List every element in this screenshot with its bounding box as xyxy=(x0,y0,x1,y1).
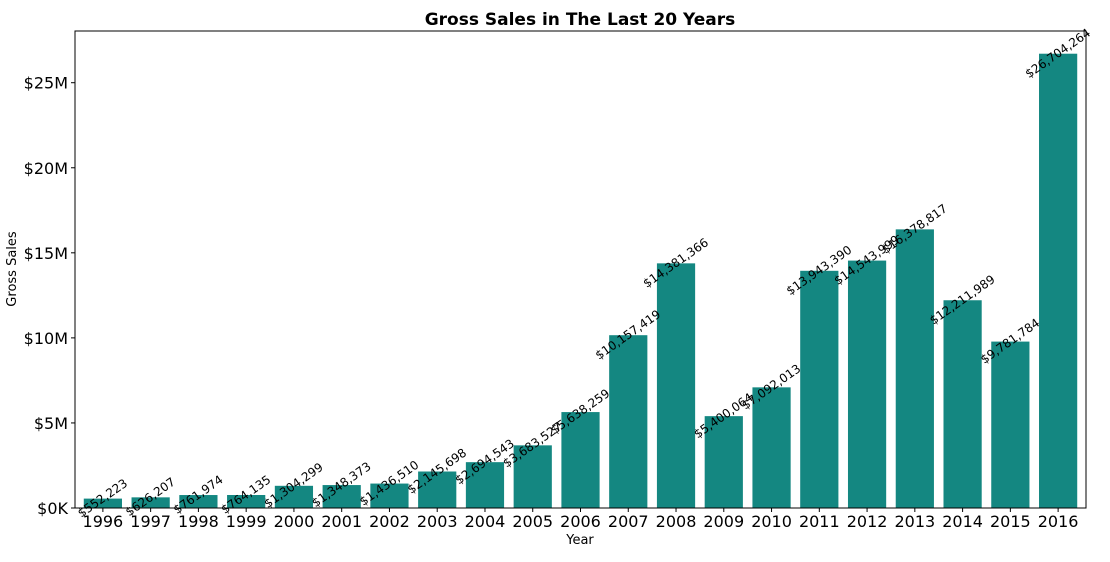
bar-1997 xyxy=(131,497,170,508)
x-tick-label-2008: 2008 xyxy=(656,512,697,531)
bar-1996 xyxy=(83,498,122,508)
x-tick-label-1997: 1997 xyxy=(130,512,171,531)
x-tick-label-2004: 2004 xyxy=(465,512,506,531)
x-tick-label-1999: 1999 xyxy=(226,512,267,531)
x-tick-label-2000: 2000 xyxy=(274,512,315,531)
x-tick-label-2005: 2005 xyxy=(512,512,553,531)
y-tick-label-2: $10M xyxy=(24,329,68,348)
bar-2000 xyxy=(274,485,314,508)
chart-title: Gross Sales in The Last 20 Years xyxy=(425,10,736,30)
bar-2007 xyxy=(609,335,648,508)
y-tick-label-5: $25M xyxy=(24,74,68,93)
x-tick-label-2001: 2001 xyxy=(321,512,362,531)
x-axis-label: Year xyxy=(565,533,594,548)
x-tick-label-2015: 2015 xyxy=(990,512,1031,531)
y-tick-label-1: $5M xyxy=(34,414,68,433)
x-tick-label-2012: 2012 xyxy=(847,512,888,531)
bar-2010 xyxy=(752,387,791,508)
bar-2008 xyxy=(656,263,696,508)
y-axis-label: Gross Sales xyxy=(5,231,20,307)
bars-group xyxy=(83,53,1078,509)
bar-2014 xyxy=(943,300,982,508)
bar-2013 xyxy=(895,229,934,508)
x-tick-label-1996: 1996 xyxy=(83,512,124,531)
bar-2002 xyxy=(370,483,409,508)
bar-2003 xyxy=(418,471,457,508)
x-tick-label-2010: 2010 xyxy=(751,512,792,531)
x-tick-label-2006: 2006 xyxy=(560,512,601,531)
bar-2009 xyxy=(704,416,743,508)
bar-2001 xyxy=(322,485,361,508)
x-axis-ticks: 1996 1997 1998 1999 2000 2001 2002 2003 2004 2005… xyxy=(83,508,1079,531)
x-tick-label-2002: 2002 xyxy=(369,512,410,531)
y-tick-label-4: $20M xyxy=(24,159,68,178)
bar-2004 xyxy=(465,462,505,508)
y-tick-label-3: $15M xyxy=(24,244,68,263)
bar-1999 xyxy=(227,495,266,508)
x-tick-label-2014: 2014 xyxy=(942,512,983,531)
bar-2011 xyxy=(800,270,839,508)
x-tick-label-2016: 2016 xyxy=(1038,512,1079,531)
y-axis-ticks: $0K $5M $10M $15M $20M $25M xyxy=(24,74,75,518)
bar-2012 xyxy=(847,260,887,508)
x-tick-label-2009: 2009 xyxy=(703,512,744,531)
x-tick-label-2013: 2013 xyxy=(894,512,935,531)
bar-2015 xyxy=(991,341,1030,508)
bar-2006 xyxy=(561,412,600,508)
x-tick-label-2007: 2007 xyxy=(608,512,649,531)
bar-2005 xyxy=(513,445,552,508)
x-tick-label-2011: 2011 xyxy=(799,512,840,531)
bar-2016 xyxy=(1039,53,1078,509)
x-tick-label-2003: 2003 xyxy=(417,512,458,531)
bar-1998 xyxy=(179,495,218,508)
y-tick-label-0: $0K xyxy=(37,499,68,518)
x-tick-label-1998: 1998 xyxy=(178,512,219,531)
